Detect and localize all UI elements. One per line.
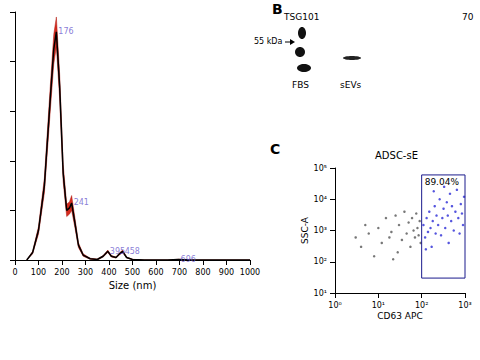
svg-text:10¹: 10¹ xyxy=(314,289,327,298)
svg-text:400: 400 xyxy=(101,268,116,277)
svg-text:ADSC-sE: ADSC-sE xyxy=(375,150,418,161)
svg-text:C: C xyxy=(270,141,280,157)
svg-text:10⁰: 10⁰ xyxy=(328,301,341,310)
svg-text:Size (nm): Size (nm) xyxy=(109,280,157,291)
svg-text:89.04%: 89.04% xyxy=(425,177,460,187)
svg-text:458: 458 xyxy=(125,247,140,256)
svg-text:TSG101: TSG101 xyxy=(283,12,319,22)
svg-text:10¹: 10¹ xyxy=(372,301,385,310)
svg-text:1000: 1000 xyxy=(240,268,260,277)
svg-text:395: 395 xyxy=(110,247,125,256)
svg-text:10³: 10³ xyxy=(314,226,327,235)
svg-text:600: 600 xyxy=(148,268,163,277)
svg-text:800: 800 xyxy=(195,268,210,277)
svg-text:10³: 10³ xyxy=(458,301,471,310)
svg-text:SSC-A: SSC-A xyxy=(300,216,310,244)
svg-text:696: 696 xyxy=(181,255,196,264)
svg-text:sEVs: sEVs xyxy=(340,80,362,90)
svg-text:10⁵: 10⁵ xyxy=(314,164,327,173)
svg-text:10²: 10² xyxy=(415,301,428,310)
svg-text:55 kDa: 55 kDa xyxy=(254,37,283,46)
svg-text:500: 500 xyxy=(125,268,140,277)
svg-text:10²: 10² xyxy=(314,257,327,266)
svg-text:176: 176 xyxy=(58,27,73,36)
svg-text:B: B xyxy=(272,1,283,17)
svg-text:FBS: FBS xyxy=(292,80,309,90)
svg-text:100: 100 xyxy=(31,268,46,277)
svg-text:241: 241 xyxy=(74,198,89,207)
svg-text:70: 70 xyxy=(462,12,474,22)
svg-text:900: 900 xyxy=(219,268,234,277)
svg-text:300: 300 xyxy=(78,268,93,277)
svg-text:CD63 APC: CD63 APC xyxy=(377,311,422,321)
svg-text:10⁴: 10⁴ xyxy=(314,195,327,204)
svg-text:200: 200 xyxy=(54,268,69,277)
svg-text:700: 700 xyxy=(172,268,187,277)
svg-text:0: 0 xyxy=(12,268,17,277)
